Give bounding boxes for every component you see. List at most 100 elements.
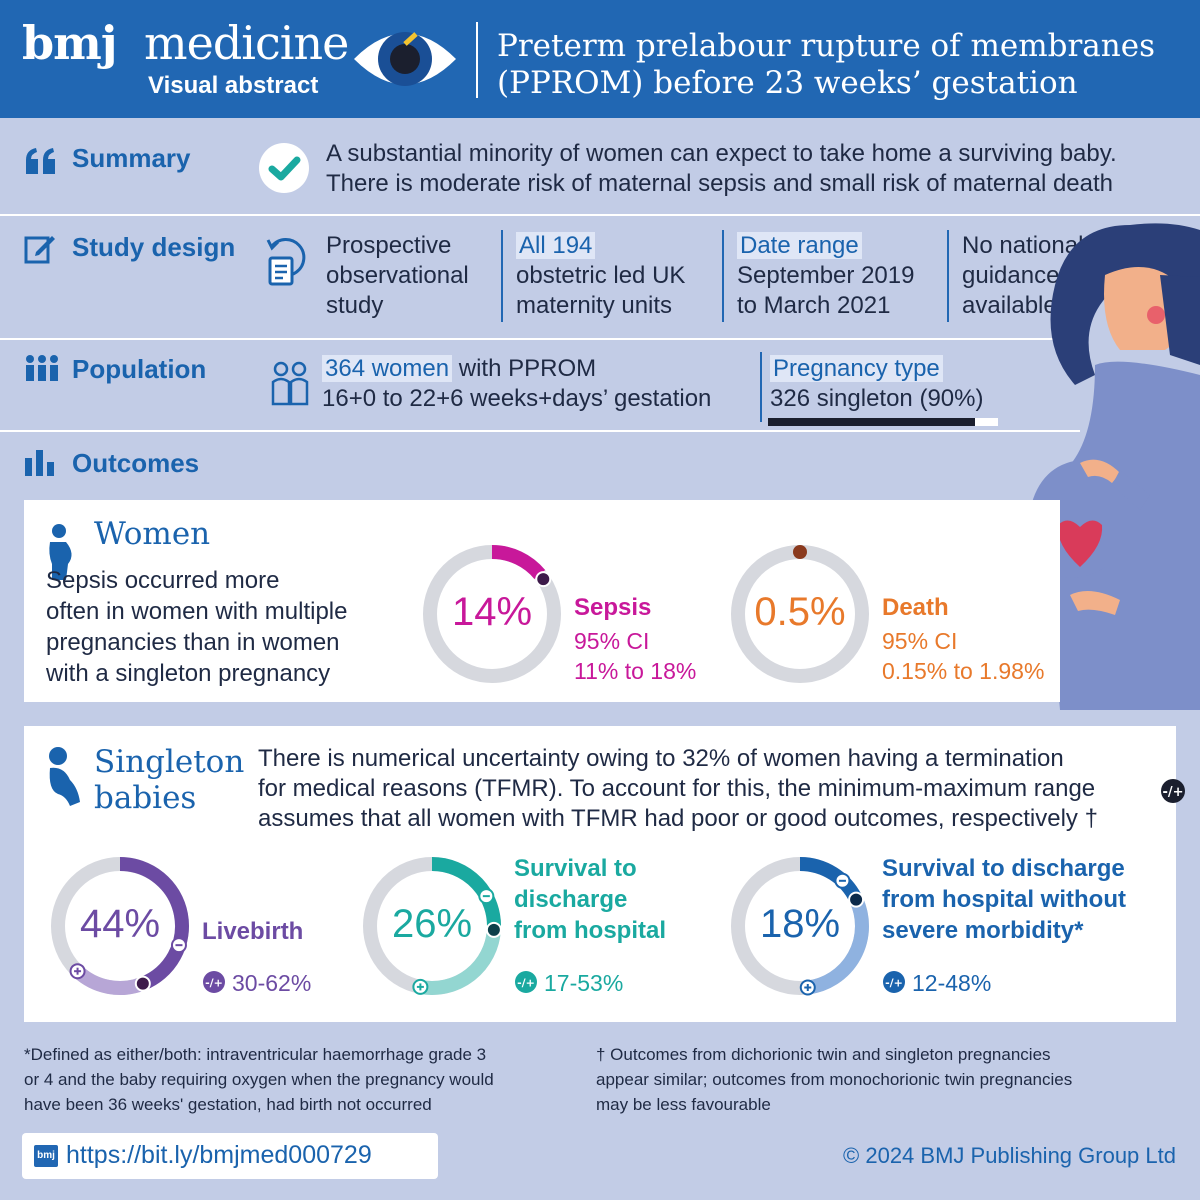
survival-nm-label-line: severe morbidity* (882, 917, 1084, 944)
plus-icon (69, 963, 86, 980)
survival-nm-label-line: from hospital without (882, 886, 1126, 913)
livebirth-donut (51, 857, 189, 995)
sepsis-arc (491, 545, 546, 580)
plus-icon (412, 978, 429, 995)
death-percent: 0.5% (754, 590, 846, 634)
summary-line-1: A substantial minority of women can expe… (326, 140, 1117, 167)
women-title: Women (94, 516, 211, 552)
survival-nm-range-arc (806, 896, 869, 995)
min-max-icon: -/+ (515, 971, 537, 993)
death-ci: 0.15% to 1.98% (882, 658, 1045, 684)
min-max-icon: -/+ (883, 971, 905, 993)
divider (0, 338, 1080, 340)
survival-nm-percent: 18% (759, 902, 841, 946)
survival-range: 17-53% (544, 970, 624, 996)
column-divider (947, 230, 949, 322)
sepsis-ci-label: 95% CI (574, 628, 650, 654)
livebirth-range-arc (72, 965, 146, 995)
bar-chart-icon (25, 450, 54, 476)
study-design-guidance: No national guidance available (962, 231, 1112, 321)
livebirth-range: 30-62% (232, 970, 312, 996)
footnote-line: † Outcomes from dichorionic twin and sin… (596, 1045, 1051, 1064)
minus-icon (478, 888, 495, 905)
svg-text:-/+: -/+ (205, 977, 223, 990)
column-divider (501, 230, 503, 322)
babies-text-line: assumes that all women with TFMR had poo… (258, 805, 1098, 832)
title-line-2: (PPROM) before 23 weeks’ gestation (497, 65, 1078, 101)
population-count: 364 women (322, 355, 453, 382)
survival-nm-marker (848, 891, 865, 908)
footnote-line: or 4 and the baby requiring oxygen when … (24, 1070, 494, 1089)
survival-donut (363, 857, 502, 995)
pregnant-woman-illustration (1030, 223, 1200, 710)
outcomes-label: Outcomes (72, 448, 200, 478)
date-line: to March 2021 (737, 292, 891, 319)
survival-label-line: from hospital (514, 917, 667, 944)
sepsis-ci: 11% to 18% (574, 658, 697, 684)
population-count-rest: with PPROM (458, 355, 597, 382)
sepsis-percent: 14% (451, 590, 533, 634)
livebirth-label: Livebirth (202, 918, 304, 945)
babies-title-line: Singleton (94, 744, 245, 780)
population-label: Population (72, 354, 207, 384)
study-type-line: Prospective (326, 232, 452, 259)
brand-bmj: bmj (22, 16, 117, 70)
minus-icon (170, 937, 187, 954)
min-max-icon: -/+ (203, 971, 225, 993)
babies-title: Singleton babies (94, 744, 244, 816)
date-range-highlight: Date range (737, 232, 862, 259)
footnote-line: appear similar; outcomes from monochorio… (596, 1070, 1073, 1089)
units-highlight: All 194 (516, 232, 596, 259)
copyright: © 2024 BMJ Publishing Group Ltd (843, 1143, 1176, 1168)
pregnancy-type-label: Pregnancy type (770, 355, 943, 382)
study-design-label: Study design (72, 232, 236, 262)
survival-marker (485, 921, 502, 938)
quote-icon (26, 148, 55, 174)
women-text-line: Sepsis occurred more (46, 567, 280, 594)
sepsis-marker (535, 571, 552, 588)
units-line: maternity units (516, 292, 673, 319)
article-url[interactable]: https://bit.ly/bmjmed000729 (66, 1141, 372, 1169)
pregnancy-type-value: 326 singleton (90%) (770, 385, 984, 412)
summary-line-2: There is moderate risk of maternal sepsi… (326, 170, 1113, 197)
women-text-line: with a singleton pregnancy (46, 660, 331, 687)
title-line-1: Preterm prelabour rupture of membranes (497, 28, 1156, 64)
livebirth-marker (134, 975, 151, 992)
death-marker (793, 545, 807, 559)
survival-label: Survival to discharge from hospital (514, 853, 666, 946)
survival-no-morbidity-donut (731, 857, 869, 996)
livebirth-percent: 44% (79, 902, 161, 946)
study-design-dates: Date range September 2019 to March 2021 (737, 231, 937, 321)
babies-title-line: babies (94, 780, 197, 816)
survival-value-arc (431, 857, 501, 931)
people-icon (26, 355, 58, 381)
women-outcomes-card (24, 500, 1060, 702)
footnote-twins: † Outcomes from dichorionic twin and sin… (596, 1042, 1176, 1117)
footnote-line: *Defined as either/both: intraventricula… (24, 1045, 487, 1064)
babies-description: There is numerical uncertainty owing to … (258, 744, 1158, 834)
baby-icon (49, 747, 80, 806)
summary-label: Summary (72, 143, 191, 173)
study-type-line: observational (326, 262, 469, 289)
pregnancy-type: Pregnancy type 326 singleton (90%) (770, 354, 1010, 414)
document-refresh-icon (266, 238, 306, 286)
article-link[interactable]: bmj https://bit.ly/bmjmed000729 (22, 1133, 438, 1179)
women-text-line: pregnancies than in women (46, 629, 340, 656)
study-design-type: Prospective observational study (326, 231, 496, 321)
survival-percent: 26% (391, 902, 473, 946)
footnote-line: may be less favourable (596, 1095, 771, 1114)
checkmark-icon (259, 143, 309, 193)
eye-icon (354, 32, 456, 86)
page-title: Preterm prelabour rupture of membranes (… (497, 28, 1187, 102)
survival-label-line: Survival to (514, 855, 637, 882)
women-outline-icon (271, 361, 309, 406)
summary-text: A substantial minority of women can expe… (326, 139, 1186, 199)
date-line: September 2019 (737, 262, 915, 289)
min-max-icon: -/+ (1161, 779, 1185, 803)
brand-subtitle: Visual abstract (148, 72, 319, 99)
footnote-definition: *Defined as either/both: intraventricula… (24, 1042, 584, 1117)
pregnant-woman-icon (49, 524, 72, 580)
survival-nm-label-line: Survival to discharge (882, 855, 1125, 882)
footnote-line: have been 36 weeks' gestation, had birth… (24, 1095, 432, 1114)
death-donut (731, 545, 869, 683)
